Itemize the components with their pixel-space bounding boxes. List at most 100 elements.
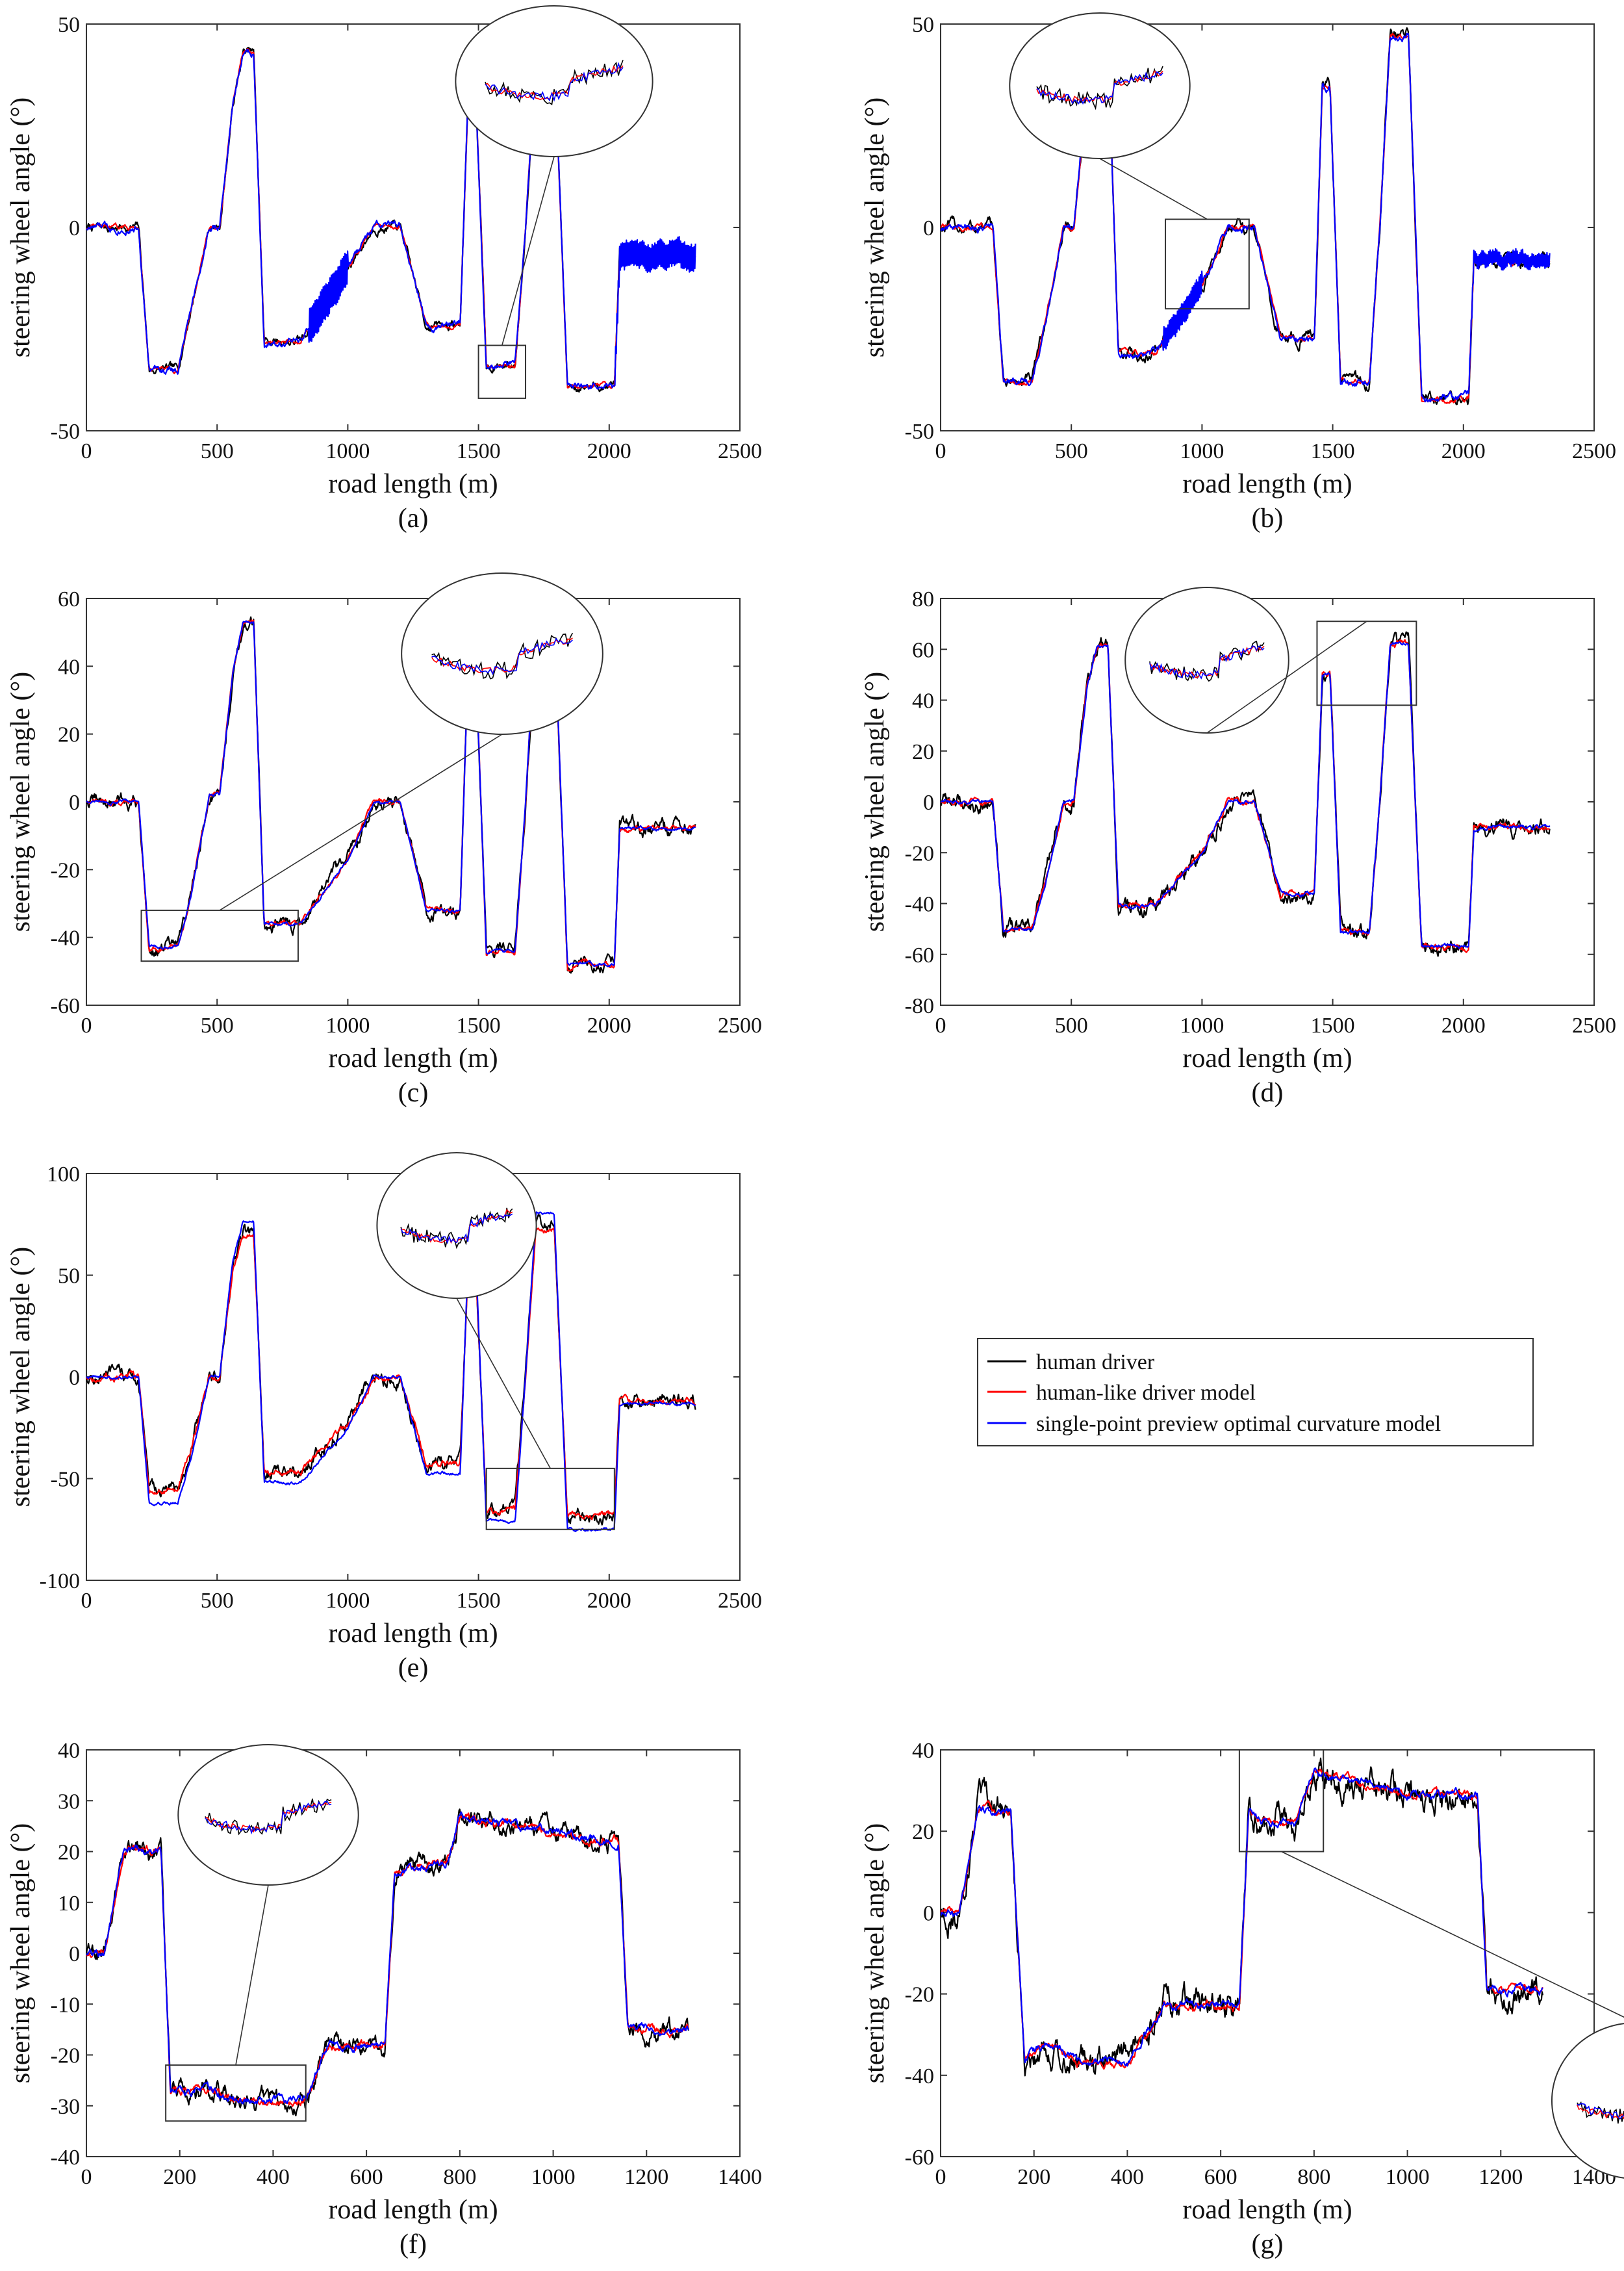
y-axis-label: steering wheel angle (°) bbox=[6, 97, 36, 357]
series-line-preview-model bbox=[86, 1811, 689, 2105]
y-tick-label: -60 bbox=[51, 994, 80, 1018]
x-tick-label: 0 bbox=[81, 2165, 92, 2189]
x-tick-label: 500 bbox=[201, 439, 234, 463]
series-group bbox=[941, 27, 1551, 405]
zoom-ellipse bbox=[401, 572, 603, 735]
y-tick-label: 40 bbox=[912, 1739, 934, 1763]
y-tick-label: -60 bbox=[905, 943, 934, 968]
series-group bbox=[941, 631, 1551, 957]
x-tick-label: 2500 bbox=[718, 1589, 762, 1613]
panel-caption: (b) bbox=[1252, 504, 1284, 533]
panel-caption: (a) bbox=[398, 504, 429, 533]
chart-e: 0 500 1000 1500 2000 2500 -100 -50 0 50 100 road le… bbox=[6, 1152, 762, 1683]
x-tick-label: 1400 bbox=[718, 2165, 762, 2189]
x-tick-label: 1500 bbox=[457, 439, 501, 463]
zoom-trace bbox=[1577, 2103, 1624, 2120]
panel-caption: (e) bbox=[398, 1653, 429, 1683]
x-tick-label: 500 bbox=[1055, 1014, 1088, 1038]
x-tick-label: 500 bbox=[1055, 439, 1088, 463]
x-tick-label: 1500 bbox=[1311, 439, 1355, 463]
zoom-trace bbox=[1577, 2101, 1624, 2124]
series-line-preview-model bbox=[941, 641, 1551, 949]
chart-c: 0 500 1000 1500 2000 2500 -60 -40 -20 0 20 40 60 road… bbox=[6, 572, 762, 1108]
x-tick-label: 1500 bbox=[457, 1014, 501, 1038]
x-tick-label: 400 bbox=[1111, 2165, 1144, 2189]
x-tick-label: 1000 bbox=[325, 1014, 370, 1038]
y-tick-label: 0 bbox=[69, 1942, 80, 1966]
x-tick-label: 0 bbox=[81, 1589, 92, 1613]
x-tick-label: 1500 bbox=[1311, 1014, 1355, 1038]
x-tick-label: 1200 bbox=[624, 2165, 668, 2189]
y-axis-label: steering wheel angle (°) bbox=[6, 1823, 36, 2083]
y-axis-label: steering wheel angle (°) bbox=[860, 1823, 890, 2083]
x-tick-label: 600 bbox=[1204, 2165, 1237, 2189]
y-tick-label: -20 bbox=[905, 1983, 934, 2007]
y-axis-label: steering wheel angle (°) bbox=[6, 672, 36, 932]
panel-caption: (g) bbox=[1252, 2229, 1284, 2259]
y-tick-label: -50 bbox=[51, 1468, 80, 1492]
y-tick-label: 0 bbox=[69, 1366, 80, 1390]
y-tick-label: 100 bbox=[47, 1162, 80, 1187]
y-tick-label: 30 bbox=[58, 1790, 80, 1814]
x-axis-label: road length (m) bbox=[1182, 2195, 1352, 2225]
panel-caption: (c) bbox=[398, 1078, 429, 1108]
x-tick-label: 2000 bbox=[587, 1589, 631, 1613]
x-tick-label: 2000 bbox=[1441, 439, 1486, 463]
zoom-trace bbox=[400, 1213, 513, 1244]
y-tick-label: 20 bbox=[912, 1820, 934, 1844]
panel-caption: (f) bbox=[400, 2229, 427, 2259]
x-axis-label: road length (m) bbox=[1182, 469, 1352, 499]
legend: human driver human-like driver model sin… bbox=[977, 1338, 1534, 1446]
y-tick-label: -100 bbox=[40, 1569, 80, 1593]
y-tick-label: 40 bbox=[912, 689, 934, 713]
y-tick-label: -40 bbox=[905, 893, 934, 917]
zoom-connector bbox=[1281, 1851, 1624, 2018]
zoom-ellipse bbox=[1124, 587, 1289, 734]
y-tick-label: 20 bbox=[58, 1841, 80, 1865]
y-tick-label: -40 bbox=[905, 2064, 934, 2088]
x-tick-label: 200 bbox=[1017, 2165, 1050, 2189]
y-tick-label: 60 bbox=[912, 638, 934, 662]
y-tick-label: 0 bbox=[923, 1901, 934, 1925]
x-tick-label: 1200 bbox=[1478, 2165, 1523, 2189]
x-tick-label: 600 bbox=[350, 2165, 383, 2189]
y-tick-label: 50 bbox=[58, 13, 80, 37]
series-line-preview-model bbox=[941, 32, 1551, 403]
y-tick-label: -30 bbox=[51, 2095, 80, 2119]
zoom-ellipse bbox=[455, 5, 653, 157]
x-tick-label: 1000 bbox=[1180, 439, 1224, 463]
x-tick-label: 0 bbox=[935, 2165, 946, 2189]
zoom-trace bbox=[431, 632, 574, 680]
x-tick-label: 2500 bbox=[1572, 1014, 1616, 1038]
y-tick-label: -20 bbox=[51, 2044, 80, 2068]
series-group bbox=[86, 46, 696, 393]
x-axis-label: road length (m) bbox=[1182, 1044, 1352, 1073]
x-tick-label: 2500 bbox=[718, 439, 762, 463]
y-tick-label: -60 bbox=[905, 2146, 934, 2170]
series-line-preview-model bbox=[86, 48, 696, 390]
series-line-preview-model bbox=[86, 616, 696, 968]
zoom-trace bbox=[205, 1801, 332, 1835]
y-tick-label: 50 bbox=[58, 1264, 80, 1289]
x-tick-label: 0 bbox=[81, 439, 92, 463]
zoom-ellipse bbox=[376, 1152, 537, 1299]
series-line-preview-model bbox=[941, 1767, 1543, 2067]
legend-label-human-like-model: human-like driver model bbox=[1036, 1381, 1256, 1405]
y-tick-label: -80 bbox=[905, 994, 934, 1018]
x-tick-label: 200 bbox=[163, 2165, 196, 2189]
zoom-trace bbox=[1036, 71, 1163, 105]
y-tick-label: -20 bbox=[51, 858, 80, 882]
x-axis-label: road length (m) bbox=[328, 469, 498, 499]
y-tick-label: -40 bbox=[51, 2146, 80, 2170]
x-tick-label: 1500 bbox=[457, 1589, 501, 1613]
zoom-connector bbox=[1099, 158, 1208, 220]
y-tick-label: 0 bbox=[923, 216, 934, 240]
series-group bbox=[941, 1757, 1544, 2077]
zoom-ellipse bbox=[177, 1744, 359, 1886]
x-axis-label: road length (m) bbox=[328, 2195, 498, 2225]
y-tick-label: 0 bbox=[69, 216, 80, 240]
x-tick-label: 2500 bbox=[1572, 439, 1616, 463]
x-tick-label: 0 bbox=[81, 1014, 92, 1038]
x-tick-label: 1000 bbox=[325, 1589, 370, 1613]
